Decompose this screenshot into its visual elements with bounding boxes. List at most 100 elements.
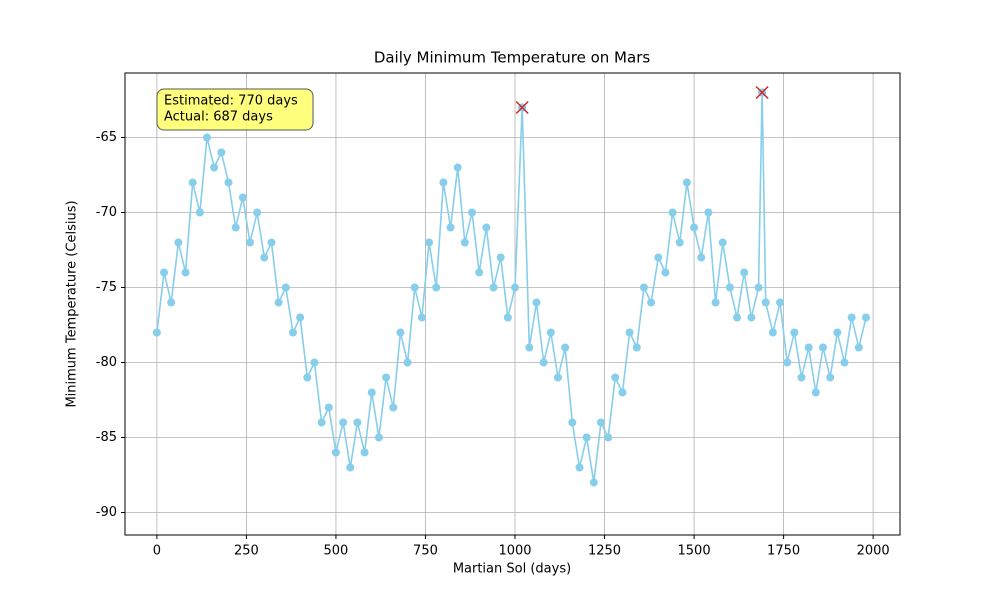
y-tick-label: -90 <box>96 505 117 520</box>
y-tick-label: -75 <box>96 280 117 295</box>
data-point <box>238 193 247 202</box>
data-point <box>840 358 849 367</box>
x-tick-label: 2000 <box>857 544 890 559</box>
data-point <box>167 298 176 307</box>
annotation-box <box>156 88 314 131</box>
data-point <box>360 448 369 457</box>
chart-title: Daily Minimum Temperature on Mars <box>374 49 651 67</box>
data-point <box>539 358 548 367</box>
data-point <box>174 238 183 247</box>
data-point <box>546 328 555 337</box>
data-point <box>618 388 627 397</box>
data-point <box>296 313 305 322</box>
data-point <box>668 208 677 217</box>
annotation-text: Estimated: 770 days <box>164 94 298 109</box>
x-axis-label: Martian Sol (days) <box>453 562 571 577</box>
data-point <box>224 178 233 187</box>
data-point <box>303 373 312 382</box>
data-point <box>589 478 598 487</box>
data-point <box>575 463 584 472</box>
data-point <box>740 268 749 277</box>
data-point <box>675 238 684 247</box>
data-point <box>647 298 656 307</box>
data-point <box>747 313 756 322</box>
data-point <box>231 223 240 232</box>
x-tick-label: 1250 <box>588 544 621 559</box>
data-point <box>682 178 691 187</box>
data-point <box>410 283 419 292</box>
data-point <box>704 208 713 217</box>
data-point <box>733 313 742 322</box>
data-point <box>489 283 498 292</box>
data-point <box>811 388 820 397</box>
x-tick-label: 1000 <box>498 544 531 559</box>
data-point <box>654 253 663 262</box>
data-point <box>446 223 455 232</box>
data-point <box>339 418 348 427</box>
data-point <box>460 238 469 247</box>
data-point <box>582 433 591 442</box>
data-point <box>195 208 204 217</box>
data-point <box>439 178 448 187</box>
data-point <box>374 433 383 442</box>
data-point <box>260 253 269 262</box>
data-point <box>217 148 226 157</box>
data-point <box>475 268 484 277</box>
x-tick-label: 500 <box>324 544 349 559</box>
data-point <box>639 283 648 292</box>
data-point <box>697 253 706 262</box>
data-point <box>819 343 828 352</box>
data-point <box>496 253 505 262</box>
data-point <box>561 343 570 352</box>
data-point <box>417 313 426 322</box>
data-point <box>553 373 562 382</box>
y-tick-label: -85 <box>96 430 117 445</box>
data-point <box>604 433 613 442</box>
data-point <box>532 298 541 307</box>
cross <box>515 100 529 115</box>
data-point <box>632 343 641 352</box>
data-point <box>790 328 799 337</box>
data-point <box>288 328 297 337</box>
data-point <box>324 403 333 412</box>
data-point <box>274 298 283 307</box>
data-point <box>661 268 670 277</box>
data-point <box>403 358 412 367</box>
data-point <box>525 343 534 352</box>
data-point <box>453 163 462 172</box>
data-point <box>245 238 254 247</box>
data-point <box>625 328 634 337</box>
data-point <box>690 223 699 232</box>
data-point <box>754 283 763 292</box>
data-point <box>776 298 785 307</box>
data-point <box>181 268 190 277</box>
data-point <box>353 418 362 427</box>
plot-frame <box>124 72 901 536</box>
data-point <box>854 343 863 352</box>
data-point <box>281 283 290 292</box>
data-point <box>317 418 326 427</box>
data-point <box>425 238 434 247</box>
data-point <box>804 343 813 352</box>
data-point <box>346 463 355 472</box>
x-tick-label: 0 <box>153 544 161 559</box>
data-point <box>826 373 835 382</box>
cross <box>755 85 769 100</box>
data-point <box>267 238 276 247</box>
data-point <box>511 283 520 292</box>
data-point <box>596 418 605 427</box>
data-point <box>382 373 391 382</box>
data-point <box>468 208 477 217</box>
y-axis-label: Minimum Temperature (Celsius) <box>65 200 80 407</box>
data-point <box>611 373 620 382</box>
data-point <box>833 328 842 337</box>
data-point <box>188 178 197 187</box>
data-point <box>160 268 169 277</box>
data-point <box>568 418 577 427</box>
data-point <box>331 448 340 457</box>
y-tick-label: -70 <box>96 205 117 220</box>
x-tick-label: 250 <box>234 544 259 559</box>
